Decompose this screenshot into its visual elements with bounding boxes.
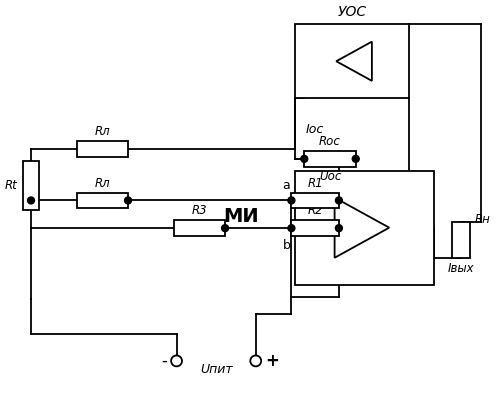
Bar bbox=[291, 193, 339, 208]
Circle shape bbox=[335, 225, 342, 232]
Text: R2: R2 bbox=[308, 204, 323, 217]
Text: Uпит: Uпит bbox=[200, 363, 233, 376]
Text: Rл: Rл bbox=[94, 125, 110, 138]
Circle shape bbox=[28, 197, 35, 204]
Text: Uос: Uос bbox=[319, 170, 341, 183]
Bar bbox=[174, 220, 225, 236]
Text: R1: R1 bbox=[308, 177, 323, 190]
Text: Rн: Rн bbox=[475, 213, 491, 226]
Text: Rос: Rос bbox=[319, 135, 341, 148]
Text: МИ: МИ bbox=[223, 207, 259, 226]
Circle shape bbox=[301, 155, 308, 162]
Circle shape bbox=[124, 197, 131, 204]
Circle shape bbox=[335, 197, 342, 204]
Text: R3: R3 bbox=[191, 204, 207, 217]
Polygon shape bbox=[335, 198, 389, 258]
Text: Iвых: Iвых bbox=[447, 262, 474, 275]
Text: УОС: УОС bbox=[338, 5, 367, 19]
Circle shape bbox=[171, 355, 182, 366]
Bar bbox=[295, 171, 434, 284]
Bar bbox=[23, 161, 39, 210]
Circle shape bbox=[222, 225, 229, 232]
Bar bbox=[304, 151, 356, 167]
Polygon shape bbox=[336, 42, 372, 81]
Circle shape bbox=[288, 197, 295, 204]
Text: +: + bbox=[266, 352, 280, 370]
Circle shape bbox=[288, 225, 295, 232]
Bar bbox=[291, 220, 339, 236]
Text: Rt: Rt bbox=[4, 179, 17, 192]
Text: -: - bbox=[161, 352, 167, 370]
Text: a: a bbox=[283, 178, 290, 191]
Bar bbox=[295, 24, 409, 98]
Bar bbox=[76, 193, 128, 208]
Circle shape bbox=[352, 155, 359, 162]
Text: b: b bbox=[283, 239, 290, 252]
Text: Rл: Rл bbox=[94, 177, 110, 190]
Circle shape bbox=[250, 355, 261, 366]
Text: Iос: Iос bbox=[305, 123, 323, 136]
Bar bbox=[452, 222, 470, 258]
Bar bbox=[76, 141, 128, 157]
